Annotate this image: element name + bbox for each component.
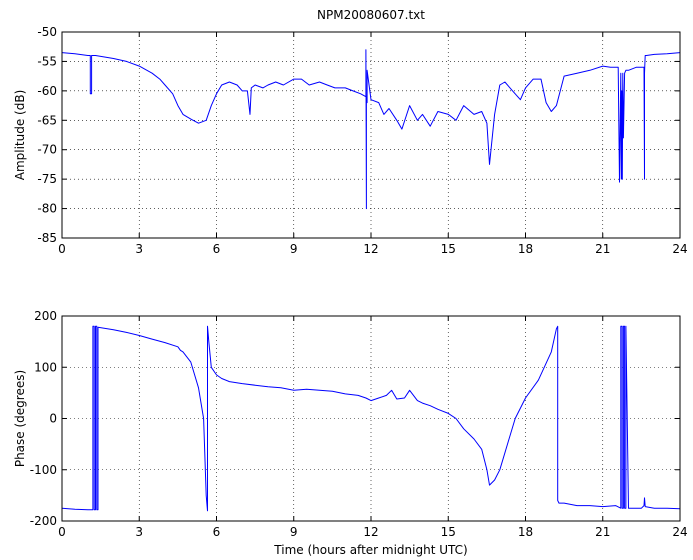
amplitude-x-tick-label: 6 — [213, 242, 221, 256]
phase-x-tick-label: 18 — [518, 525, 533, 539]
phase-y-tick-label: 200 — [34, 309, 57, 323]
amplitude-y-tick-label: -80 — [37, 202, 57, 216]
amplitude-x-tick-label: 3 — [135, 242, 143, 256]
phase-series-line — [61, 325, 681, 512]
amplitude-y-tick-label: -55 — [37, 54, 57, 68]
amplitude-x-tick-label: 18 — [518, 242, 533, 256]
amplitude-x-tick-label: 21 — [595, 242, 610, 256]
phase-y-tick-label: -200 — [30, 514, 57, 528]
phase-x-tick-label: 12 — [363, 525, 378, 539]
amplitude-plot-area — [62, 32, 680, 238]
amplitude-x-tick-label: 9 — [290, 242, 298, 256]
phase-x-axis-title: Time (hours after midnight UTC) — [273, 543, 467, 557]
phase-x-tick-label: 24 — [672, 525, 687, 539]
phase-x-tick-label: 6 — [213, 525, 221, 539]
amplitude-panel: 0 3 6 9 12 15 18 21 24 -85 -80 -75 -70 -65 -60 -55 -50 Am… — [13, 25, 688, 256]
phase-y-axis-title: Phase (degrees) — [13, 370, 27, 467]
amplitude-y-tick-label: -50 — [37, 25, 57, 39]
amplitude-x-tick-label: 12 — [363, 242, 378, 256]
phase-x-tick-label: 21 — [595, 525, 610, 539]
phase-panel: 0 3 6 9 12 15 18 21 24 -200 -100 0 100 200 Phase (degr… — [13, 309, 688, 557]
phase-x-tick-label: 9 — [290, 525, 298, 539]
phase-x-tick-label: 0 — [58, 525, 66, 539]
amplitude-x-tick-label: 24 — [672, 242, 687, 256]
amplitude-y-tick-label: -70 — [37, 143, 57, 157]
amplitude-y-axis-title: Amplitude (dB) — [13, 90, 27, 181]
amplitude-y-tick-label: -85 — [37, 231, 57, 245]
amplitude-y-tick-label: -60 — [37, 84, 57, 98]
figure-title: NPM20080607.txt — [317, 8, 425, 22]
phase-y-tick-label: 0 — [49, 412, 57, 426]
amplitude-series-line — [61, 49, 681, 210]
phase-x-tick-label: 3 — [135, 525, 143, 539]
amplitude-x-tick-label: 15 — [441, 242, 456, 256]
amplitude-y-tick-label: -65 — [37, 113, 57, 127]
phase-y-tick-label: -100 — [30, 463, 57, 477]
phase-x-tick-label: 15 — [441, 525, 456, 539]
phase-y-tick-label: 100 — [34, 360, 57, 374]
amplitude-y-tick-label: -75 — [37, 172, 57, 186]
amplitude-x-tick-label: 0 — [58, 242, 66, 256]
